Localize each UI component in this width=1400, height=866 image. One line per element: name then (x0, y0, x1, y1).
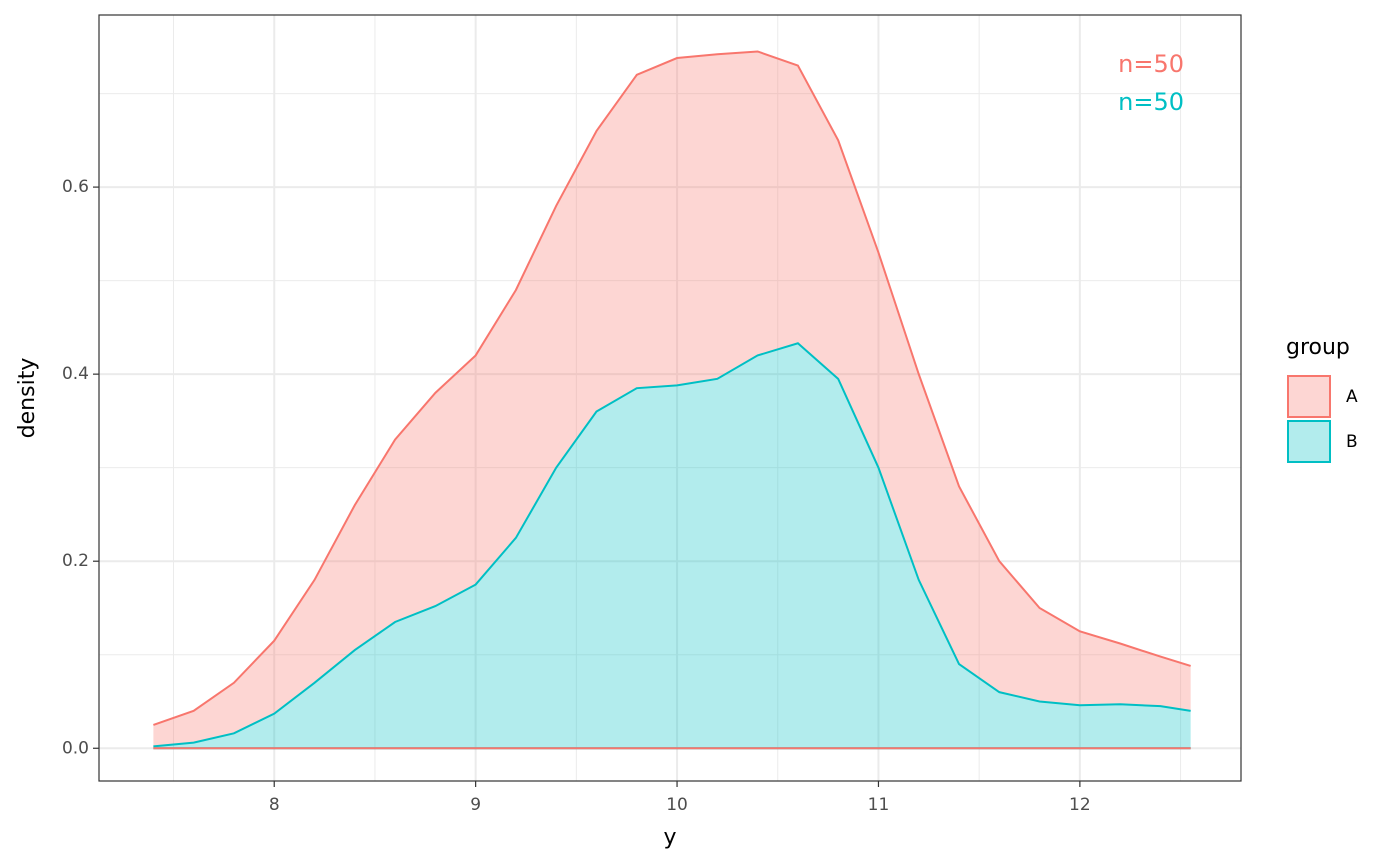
x-tick-label: 10 (666, 795, 688, 815)
x-axis-title: y (663, 825, 676, 850)
annotation: n=50 (1118, 88, 1184, 116)
x-tick-label: 8 (269, 795, 280, 815)
legend-key (1288, 421, 1330, 462)
area-line (153, 342, 1191, 748)
plot-background (99, 15, 1241, 781)
x-tick-label: 11 (868, 795, 890, 815)
y-axis-title: density (15, 358, 40, 439)
legend-swatch (1287, 420, 1331, 463)
y-tick-label: 0.2 (62, 551, 89, 571)
legend-label: B (1346, 432, 1358, 452)
panel-border (98, 14, 1242, 782)
legend-swatch (1287, 375, 1331, 418)
legend-title: group (1286, 335, 1350, 360)
annotation: n=50 (1118, 50, 1184, 78)
y-tick-label: 0.6 (62, 177, 89, 197)
legend-label: A (1346, 387, 1358, 407)
area-fill (153, 343, 1191, 749)
area-fill (153, 51, 1191, 747)
legend-key (1288, 376, 1330, 417)
x-tick-label: 9 (470, 795, 481, 815)
y-tick-label: 0.4 (62, 364, 89, 384)
y-tick-label: 0.0 (62, 738, 89, 758)
area-line (153, 50, 1191, 726)
x-tick-label: 12 (1069, 795, 1091, 815)
